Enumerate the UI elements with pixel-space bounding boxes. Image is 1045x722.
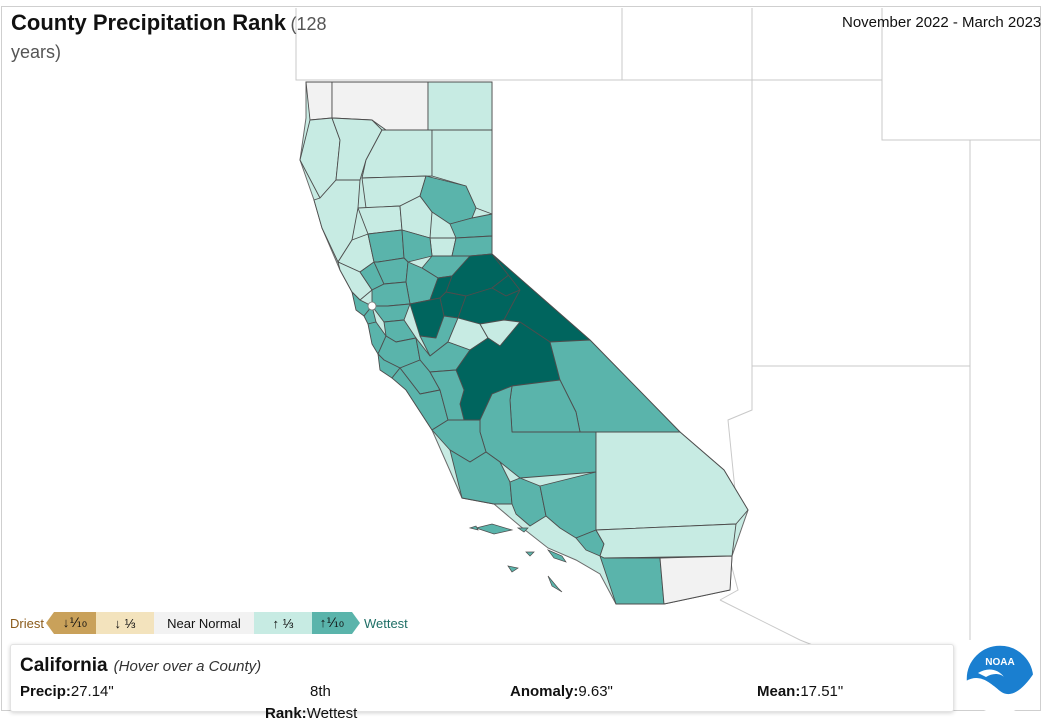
info-precip-value: 27.14" [70, 683, 114, 700]
noaa-logo-bird [978, 669, 1004, 677]
island-san-miguel [468, 525, 479, 531]
date-range: November 2022 - March 2023 [842, 14, 1042, 31]
island-san-clemente [547, 575, 563, 593]
county-contra-costa[interactable] [371, 303, 411, 323]
county-modoc[interactable] [427, 81, 493, 131]
info-region: California (Hover over a County) [20, 655, 261, 677]
idaho-nevada-border [752, 79, 1040, 141]
county-del-norte[interactable] [305, 81, 333, 121]
island-catalina [546, 549, 567, 563]
county-layer[interactable] [299, 81, 749, 605]
legend-below-third[interactable]: ↓ ⅓ [95, 612, 154, 634]
info-mean-label: Mean: [757, 683, 801, 700]
legend-driest-label: Driest [10, 615, 44, 631]
neighbor-state-borders [295, 8, 1040, 669]
county-nevada[interactable] [451, 235, 493, 257]
island-santa-barbara [525, 551, 535, 557]
noaa-logo-text: NOAA [985, 657, 1014, 668]
info-region-name: California [20, 655, 108, 676]
info-hint: (Hover over a County) [113, 658, 262, 675]
legend-above-third[interactable]: ↑ ⅓ [253, 612, 312, 634]
noaa-logo[interactable]: NOAA [964, 643, 1036, 715]
title-block: County Precipitation Rank (128 years) [11, 10, 371, 67]
county-trinity[interactable] [331, 117, 383, 181]
info-mean: Mean:17.51" [757, 683, 843, 700]
info-precip-label: Precip: [20, 683, 71, 700]
page-title: County Precipitation Rank [11, 10, 287, 35]
island-anacapa [516, 527, 529, 533]
info-panel: California (Hover over a County) Precip:2… [10, 644, 954, 722]
county-riverside[interactable] [595, 523, 737, 559]
info-mean-value: 17.51" [800, 683, 844, 700]
info-rank-category: Wettest [306, 705, 358, 722]
oregon-border [295, 8, 753, 81]
info-anomaly-label: Anomaly: [510, 683, 579, 700]
county-sierra[interactable] [449, 213, 493, 239]
noaa-logo-wave [966, 673, 1034, 713]
legend-above-tenth[interactable]: ↑⅒ [311, 612, 360, 634]
county-yuba[interactable] [429, 237, 457, 257]
legend-wettest-label: Wettest [363, 615, 408, 631]
info-anomaly: Anomaly:9.63" [510, 683, 613, 700]
island-santa-cruz [474, 523, 514, 535]
info-rank-value: 8th [310, 683, 331, 700]
county-san-diego[interactable] [599, 555, 665, 605]
county-ventura[interactable] [509, 477, 547, 527]
nevada-east-border [751, 80, 970, 367]
legend: Driest ↓⅒ ↓ ⅓ Near Normal ↑ ⅓ ↑⅒ Wettest [10, 612, 408, 634]
channel-islands [468, 523, 567, 593]
county-imperial[interactable] [659, 555, 733, 605]
noaa-logo-ring [965, 644, 1035, 714]
county-colusa[interactable] [367, 229, 405, 263]
island-san-nicolas [507, 565, 519, 573]
bay-marker [367, 301, 377, 311]
info-rank-label: Rank: [265, 705, 307, 722]
info-anomaly-value: 9.63" [578, 683, 613, 700]
info-rank: Rank:Wettest [265, 705, 357, 722]
county-san-bernardino[interactable] [595, 431, 749, 531]
legend-below-tenth[interactable]: ↓⅒ [45, 612, 96, 634]
legend-near-normal[interactable]: Near Normal [153, 612, 254, 634]
page-subtitle: (128 years) [11, 14, 327, 62]
info-precip: Precip:27.14" [20, 683, 114, 700]
county-sutter[interactable] [401, 229, 433, 263]
county-butte[interactable] [399, 195, 433, 239]
